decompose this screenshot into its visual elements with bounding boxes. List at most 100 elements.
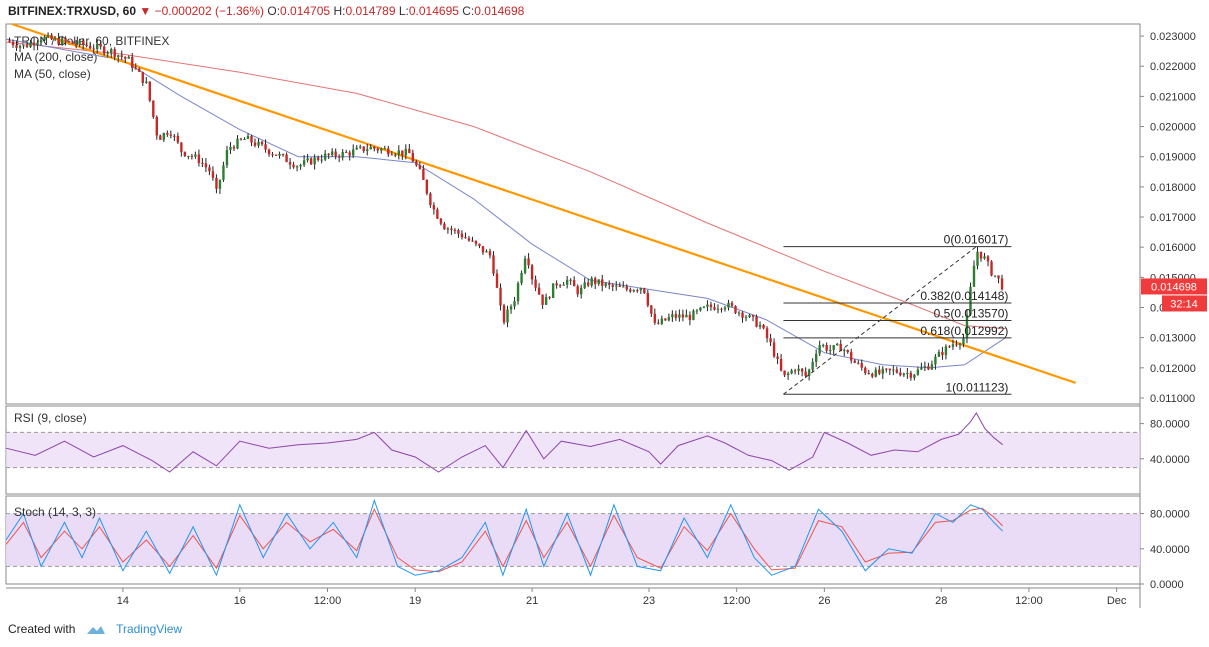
candle-down <box>608 283 611 285</box>
candle-up <box>29 42 32 48</box>
candle-up <box>716 308 720 310</box>
countdown-tag <box>1162 295 1207 312</box>
candle-up <box>685 314 688 318</box>
ma200-line <box>5 41 1006 330</box>
candle-up <box>352 149 355 156</box>
ma50-legend: MA (50, close) <box>14 67 91 81</box>
candle-up <box>737 312 741 314</box>
candle-up <box>22 45 25 47</box>
price-tick-label: 0.011000 <box>1150 393 1195 405</box>
candle-up <box>117 55 120 58</box>
candle-up <box>523 258 527 273</box>
candle-up <box>934 356 937 365</box>
candle-up <box>821 345 825 347</box>
candle-up <box>615 285 618 287</box>
candle-down <box>425 179 429 194</box>
candle-up <box>965 314 969 339</box>
candle-down <box>548 297 551 299</box>
candle-down <box>264 144 267 150</box>
candle-down <box>239 138 243 140</box>
candle-down <box>85 45 88 47</box>
candle-up <box>509 306 513 310</box>
candle-up <box>366 149 369 152</box>
candle-down <box>99 43 102 47</box>
candle-down <box>334 151 337 157</box>
candle-down <box>211 171 215 178</box>
candle-down <box>860 363 863 368</box>
candle-down <box>713 307 716 310</box>
candle-down <box>285 154 288 163</box>
candle-down <box>215 177 218 189</box>
candle-down <box>120 55 123 57</box>
fib-level-label: 0(0.016017) <box>944 233 1009 247</box>
candle-down <box>81 40 85 46</box>
candle-down <box>88 45 92 49</box>
candle-down <box>345 151 348 153</box>
candle-up <box>906 372 909 374</box>
candle-down <box>274 154 278 156</box>
candle-down <box>481 246 485 253</box>
candle-up <box>320 159 323 161</box>
time-tick-label: 21 <box>526 595 538 607</box>
candle-up <box>229 146 232 151</box>
candle-up <box>551 283 555 298</box>
tradingview-link[interactable]: TradingView <box>116 622 183 636</box>
stoch-tick-label: 80.0000 <box>1150 509 1190 521</box>
candle-down <box>709 304 713 308</box>
rsi-tick-label: 40.0000 <box>1150 454 1190 466</box>
stoch-tick-label: 40.0000 <box>1150 544 1190 556</box>
price-tick-label: 0.017000 <box>1150 212 1196 224</box>
candle-up <box>639 288 643 291</box>
close-label: C: <box>462 4 475 18</box>
candle-up <box>916 369 920 375</box>
candle-down <box>885 368 888 370</box>
candle-down <box>471 240 474 242</box>
symbol-label[interactable]: BITFINEX:TRXUSD, 60 <box>8 4 137 18</box>
time-tick-label: 23 <box>643 595 655 607</box>
fib-level-label: 0.382(0.014148) <box>920 289 1008 303</box>
candle-up <box>604 283 607 286</box>
symbol-header: BITFINEX:TRXUSD, 60 ▼ −0.000202 (−1.36%)… <box>8 4 524 18</box>
candle-down <box>871 373 874 377</box>
candle-down <box>71 41 74 44</box>
price-tick-label: 0.019000 <box>1150 152 1196 164</box>
candle-down <box>927 366 930 370</box>
candle-up <box>622 286 625 288</box>
candle-up <box>667 317 671 321</box>
candle-up <box>902 373 906 376</box>
candle-up <box>299 164 302 167</box>
candle-up <box>786 373 790 376</box>
candle-up <box>106 52 109 54</box>
candle-down <box>674 314 678 318</box>
candle-down <box>141 71 144 84</box>
candle-up <box>397 150 401 155</box>
candle-up <box>706 304 709 307</box>
candle-down <box>586 282 590 286</box>
stoch-band <box>6 513 1140 567</box>
time-tick-label: 12:00 <box>314 595 342 607</box>
candle-down <box>888 368 892 371</box>
candle-down <box>625 286 628 290</box>
candle-up <box>807 369 811 376</box>
candle-up <box>394 154 397 156</box>
candle-up <box>660 318 664 324</box>
last-price-label: 0.014698 <box>1151 281 1197 293</box>
candle-down <box>1000 278 1004 290</box>
candle-up <box>236 138 239 149</box>
candle-up <box>748 315 751 318</box>
candle-up <box>972 265 976 287</box>
candle-down <box>201 162 204 164</box>
fib-level-label: 0.5(0.013570) <box>934 306 1009 320</box>
low-label: L: <box>398 4 409 18</box>
candle-down <box>253 142 257 146</box>
candle-down <box>850 352 853 361</box>
candle-up <box>330 151 334 156</box>
candle-up <box>485 251 488 253</box>
candle-down <box>260 141 264 145</box>
candle-down <box>152 100 155 117</box>
candle-down <box>646 293 650 306</box>
candle-down <box>408 148 411 154</box>
candle-up <box>43 36 46 41</box>
candle-down <box>348 152 351 156</box>
